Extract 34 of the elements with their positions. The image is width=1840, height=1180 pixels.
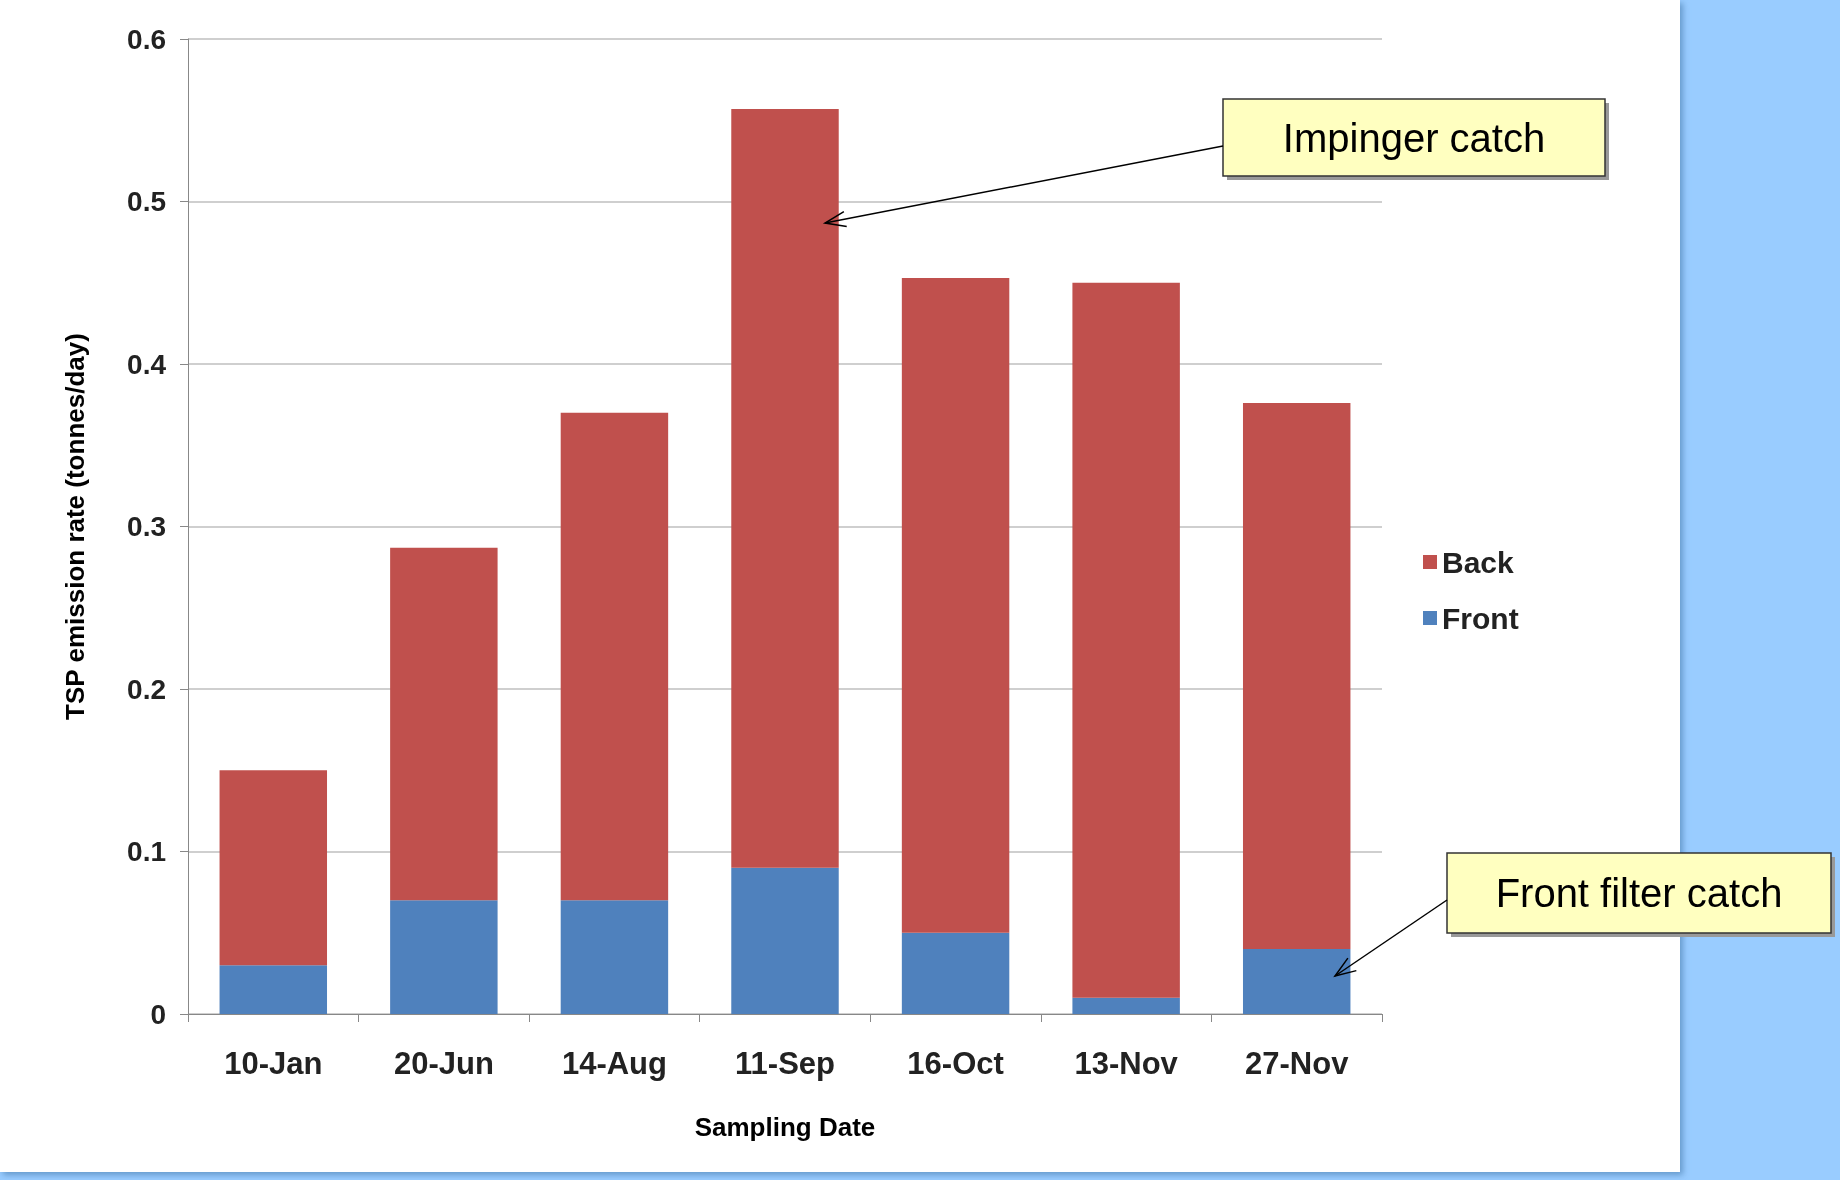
y-axis-title: TSP emission rate (tonnes/day) [60, 333, 90, 720]
text: Front filter catch [1495, 871, 1783, 915]
x-tick-label: 14-Aug [561, 1046, 667, 1081]
x-tick-label: 10-Jan [224, 1046, 323, 1081]
y-tick-label: 0.4 [127, 348, 167, 380]
y-tick-label: 0.1 [127, 836, 166, 867]
x-tick-label: 20-Jun [393, 1046, 494, 1081]
bar [1242, 403, 1351, 949]
y-tick-label: 0.3 [127, 511, 166, 542]
bar [219, 965, 328, 1014]
bar [1242, 949, 1351, 1014]
x-axis-title: Sampling Date [694, 1112, 876, 1142]
bar [901, 277, 1010, 933]
x-tick-label: 13-Nov [1074, 1046, 1179, 1081]
bar [390, 900, 498, 1014]
bar [390, 547, 498, 901]
y-tick-label: 0.2 [127, 673, 166, 705]
bar [560, 412, 669, 901]
x-tick-label: 16-Oct [907, 1046, 1004, 1081]
legend-label: Front [1442, 601, 1519, 635]
bar [901, 932, 1010, 1014]
bar [731, 108, 839, 868]
annotation: Impinger catch [1282, 115, 1546, 160]
bar [219, 770, 328, 966]
bar [560, 900, 669, 1014]
y-tick-label: 0 [150, 998, 166, 1030]
y-tick-label: 0.5 [127, 186, 166, 217]
bar [1072, 997, 1180, 1014]
bar [731, 867, 839, 1014]
x-tick-label: 11-Sep [735, 1046, 835, 1081]
bar [1072, 282, 1180, 998]
legend-label: Back [1442, 545, 1515, 579]
y-tick-label: 0.6 [127, 23, 166, 55]
x-tick-label: 27-Nov [1245, 1046, 1350, 1081]
